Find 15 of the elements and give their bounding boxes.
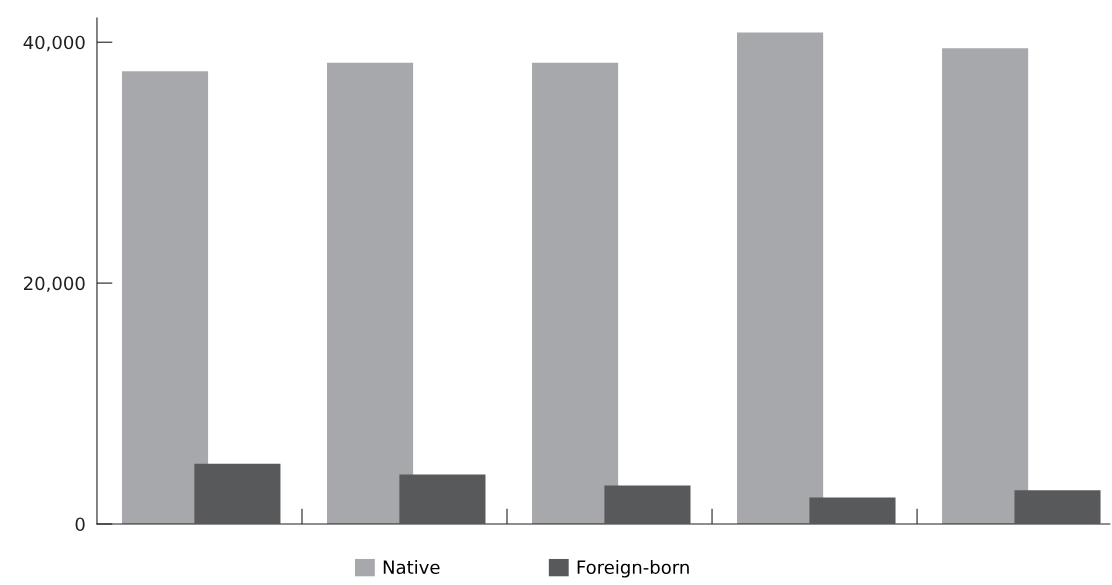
bar — [1014, 490, 1101, 524]
bar — [399, 474, 486, 524]
bar — [737, 32, 824, 524]
bar — [809, 497, 896, 524]
legend-label: Foreign-born — [577, 560, 689, 578]
bar — [121, 71, 209, 524]
legend-label: Native — [383, 560, 440, 575]
bar — [604, 485, 691, 524]
bar — [942, 48, 1029, 524]
y-tick-label: 0 — [75, 517, 85, 532]
y-tick-label: 20,000 — [24, 276, 85, 293]
bar — [532, 62, 619, 524]
bar — [194, 463, 281, 524]
y-tick-label: 40,000 — [23, 35, 85, 52]
bar — [327, 62, 414, 524]
